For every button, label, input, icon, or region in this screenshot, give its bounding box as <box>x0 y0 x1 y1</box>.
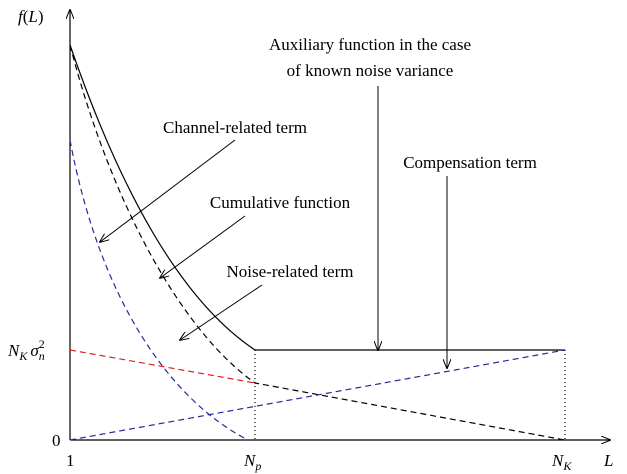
annotation: Noise-related term <box>227 262 354 281</box>
annotation: Channel-related term <box>163 118 307 137</box>
channel-curve <box>69 139 249 441</box>
x-axis-label: L <box>603 451 613 470</box>
arrow <box>160 215 246 278</box>
curves <box>70 10 610 440</box>
origin-y: 0 <box>52 431 61 450</box>
cumulative-curve <box>69 44 566 441</box>
auxiliary-curve <box>69 44 565 351</box>
np-label: Np <box>243 451 261 473</box>
arrow <box>100 139 236 242</box>
annotation: Auxiliary function in the case <box>269 35 471 54</box>
annotation: Cumulative function <box>210 193 351 212</box>
compensation-curve <box>69 349 566 441</box>
origin-x: 1 <box>66 451 75 470</box>
noise-curve <box>69 349 256 384</box>
arrow <box>180 284 263 340</box>
arrows <box>100 86 447 368</box>
nk-label: NK <box>551 451 572 473</box>
y-axis-label: f(L) <box>18 7 44 26</box>
annotation: of known noise variance <box>287 61 454 80</box>
annotation: Compensation term <box>403 153 537 172</box>
nk-sigma-label: NK σn2 <box>7 337 45 363</box>
